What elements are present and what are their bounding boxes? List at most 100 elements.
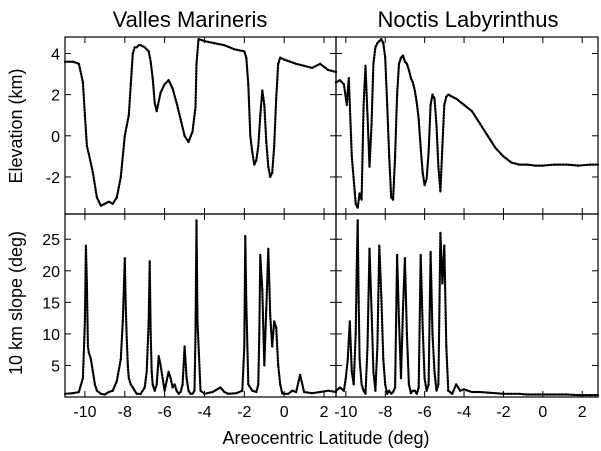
- data-point: [169, 377, 172, 380]
- data-point: [334, 389, 338, 392]
- data-point: [319, 62, 322, 65]
- data-point: [345, 103, 348, 106]
- data-point: [435, 124, 438, 127]
- data-point: [191, 392, 194, 395]
- data-point: [85, 282, 88, 285]
- plot-frame: [64, 213, 337, 398]
- data-point: [338, 79, 341, 82]
- data-point: [103, 202, 106, 205]
- data-point: [155, 383, 158, 386]
- data-point: [245, 56, 248, 59]
- data-point: [459, 389, 462, 392]
- data-point: [421, 171, 424, 174]
- data-point: [411, 81, 414, 84]
- data-point: [433, 370, 436, 373]
- data-point: [121, 320, 124, 323]
- data-point: [281, 392, 284, 395]
- title-valles-marineris: Valles Marineris: [113, 7, 268, 32]
- data-point: [494, 147, 497, 150]
- data-point: [125, 339, 128, 342]
- data-point: [107, 200, 110, 203]
- data-point: [510, 161, 513, 164]
- data-point: [451, 95, 454, 98]
- data-point: [478, 390, 481, 394]
- x-tick-label: 0: [280, 404, 289, 421]
- data-point: [541, 393, 544, 396]
- data-point: [356, 206, 359, 209]
- data-point: [196, 320, 199, 323]
- data-point: [187, 140, 190, 144]
- data-point: [386, 103, 389, 106]
- data-point: [429, 250, 432, 253]
- data-point: [299, 373, 302, 376]
- data-point: [357, 301, 360, 304]
- data-point: [183, 134, 186, 137]
- x-tick-label: -2: [496, 404, 510, 421]
- data-point: [577, 164, 580, 167]
- data-point: [283, 58, 286, 61]
- y-tick-label: 20: [42, 264, 60, 281]
- data-point: [397, 320, 401, 323]
- data-point: [577, 394, 580, 397]
- x-tick-label: 2: [320, 404, 329, 421]
- data-point: [427, 151, 430, 154]
- data-point: [99, 392, 102, 395]
- data-point: [526, 163, 529, 166]
- data-point: [193, 389, 196, 392]
- data-point: [295, 390, 298, 394]
- data-point: [374, 46, 377, 49]
- data-point: [397, 62, 401, 65]
- data-point: [407, 383, 410, 386]
- data-point: [378, 40, 381, 43]
- data-point: [197, 38, 200, 41]
- data-point: [126, 364, 129, 367]
- data-point: [289, 60, 292, 63]
- data-point: [533, 164, 537, 167]
- data-point: [565, 163, 568, 166]
- data-point: [194, 105, 197, 109]
- data-point: [409, 77, 412, 80]
- data-point: [131, 386, 134, 389]
- data-point: [148, 260, 151, 263]
- data-point: [99, 204, 102, 207]
- data-point: [417, 386, 420, 389]
- data-point: [380, 294, 383, 298]
- data-point: [589, 394, 592, 397]
- data-point: [139, 392, 142, 395]
- data-point: [386, 392, 389, 395]
- data-point: [553, 163, 556, 166]
- data-point: [257, 383, 260, 386]
- y-tick-label: 4: [51, 46, 60, 63]
- data-point: [125, 124, 128, 127]
- x-tick-label: -4: [457, 404, 471, 421]
- data-point: [191, 130, 194, 133]
- data-point: [510, 392, 513, 395]
- data-point: [380, 38, 383, 41]
- data-point: [189, 392, 192, 395]
- data-point: [271, 345, 274, 348]
- data-point: [251, 151, 254, 154]
- data-point: [405, 332, 408, 335]
- data-point: [243, 50, 246, 53]
- data-point: [445, 95, 448, 98]
- data-point: [407, 68, 410, 71]
- data-point: [273, 145, 276, 148]
- data-point: [494, 392, 497, 395]
- data-point: [392, 390, 395, 394]
- data-point: [261, 288, 264, 291]
- data-point: [455, 383, 458, 386]
- data-point: [382, 42, 385, 45]
- data-point: [175, 389, 178, 392]
- data-point: [244, 235, 247, 238]
- data-point: [150, 370, 153, 373]
- data-point: [135, 392, 138, 395]
- data-point: [370, 124, 373, 127]
- data-point: [77, 390, 80, 394]
- data-point: [415, 101, 418, 104]
- data-point: [326, 68, 330, 71]
- data-point: [137, 44, 140, 47]
- data-point: [85, 145, 88, 148]
- data-point: [279, 56, 282, 59]
- data-point: [417, 118, 420, 121]
